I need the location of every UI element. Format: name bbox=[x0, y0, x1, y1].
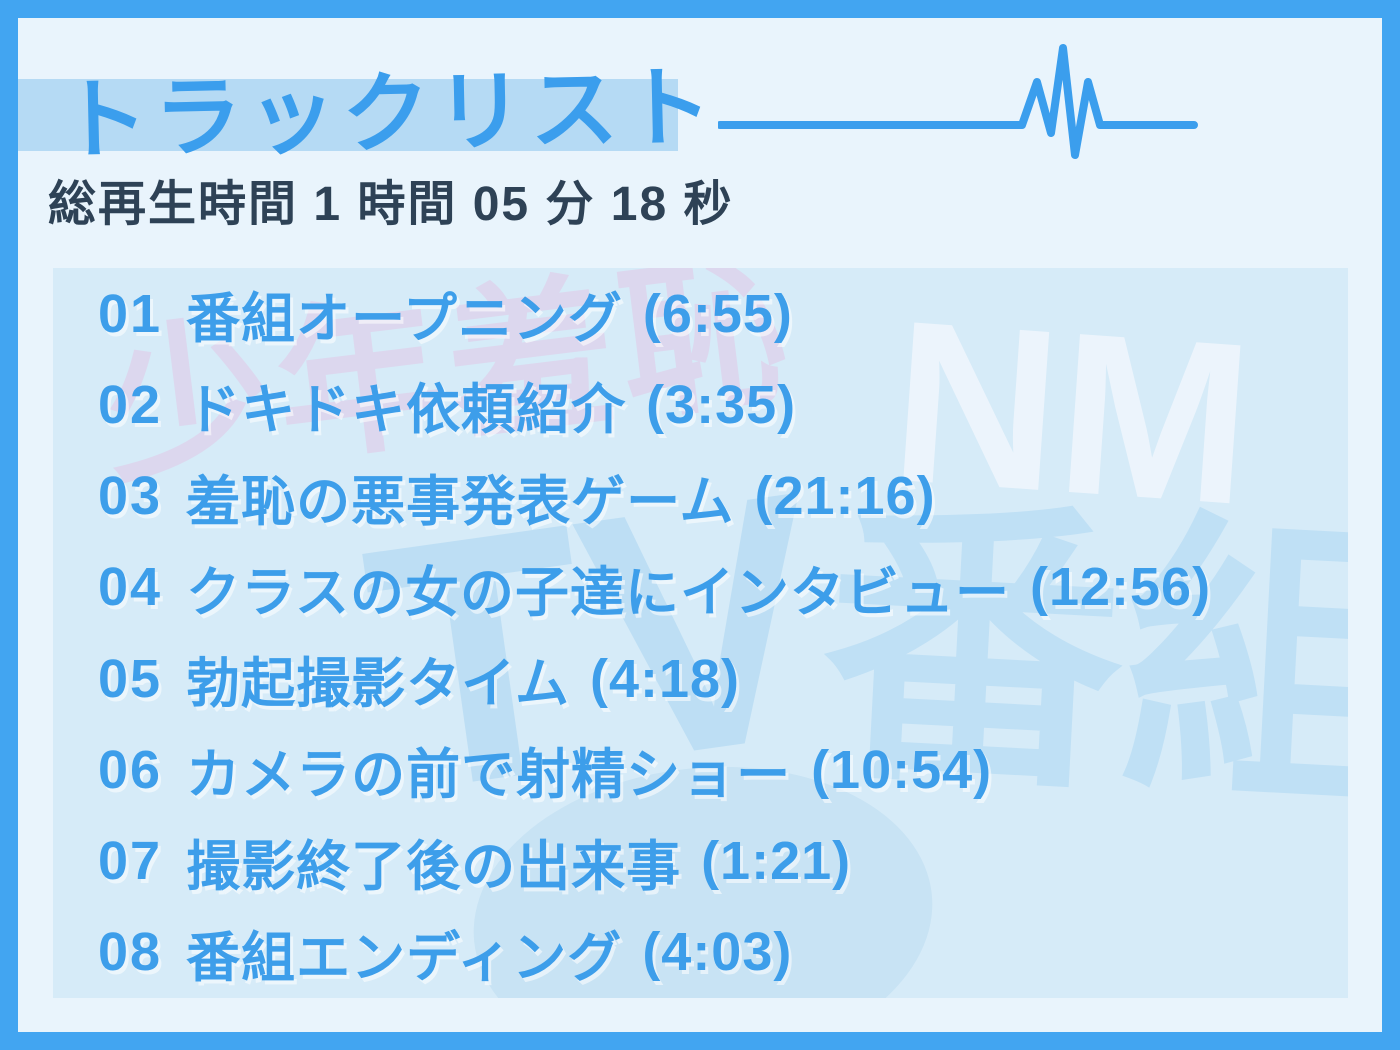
track-duration: (21:16) bbox=[754, 466, 936, 527]
heartbeat-line-icon bbox=[718, 44, 1198, 159]
track-row: 04 クラスの女の子達にインタビュー (12:56) bbox=[53, 542, 1348, 633]
page-background: トラックリスト 総再生時間 1 時間 05 分 18 秒 少年羞恥 NM TV … bbox=[18, 18, 1382, 1032]
track-row: 05 勃起撮影タイム (4:18) bbox=[53, 633, 1348, 724]
track-row: 06 カメラの前で射精ショー (10:54) bbox=[53, 724, 1348, 815]
page-title: トラックリスト bbox=[59, 57, 719, 170]
track-row: 01 番組オープニング (6:55) bbox=[53, 268, 1348, 359]
track-title: 番組エンディング bbox=[186, 927, 623, 988]
track-title: カメラの前で射精ショー bbox=[186, 745, 792, 806]
track-duration: (4:03) bbox=[642, 922, 793, 983]
tracklist-panel: 少年羞恥 NM TV 番組 01 番組オープニング (6:55) 02 ドキドキ… bbox=[53, 268, 1348, 998]
title-highlight-band bbox=[18, 79, 678, 151]
track-title: クラスの女の子達にインタビュー bbox=[186, 562, 1010, 623]
track-title: 勃起撮影タイム bbox=[186, 654, 570, 715]
track-duration: (6:55) bbox=[642, 283, 793, 344]
track-number: 06 bbox=[98, 739, 163, 800]
track-title: ドキドキ依頼紹介 bbox=[186, 380, 627, 441]
track-row: 03 羞恥の悪事発表ゲーム (21:16) bbox=[53, 451, 1348, 542]
track-number: 03 bbox=[98, 466, 163, 527]
track-duration: (10:54) bbox=[811, 739, 993, 800]
track-duration: (4:18) bbox=[590, 648, 741, 709]
track-duration: (3:35) bbox=[646, 374, 797, 435]
track-row: 08 番組エンディング (4:03) bbox=[53, 907, 1348, 998]
track-number: 05 bbox=[98, 648, 163, 709]
track-number: 07 bbox=[98, 831, 163, 892]
track-number: 08 bbox=[98, 922, 163, 983]
track-title: 撮影終了後の出来事 bbox=[186, 836, 682, 897]
track-title: 羞恥の悪事発表ゲーム bbox=[186, 471, 735, 532]
track-duration: (12:56) bbox=[1030, 557, 1212, 618]
track-title: 番組オープニング bbox=[186, 289, 623, 350]
total-playtime-label: 総再生時間 1 時間 05 分 18 秒 bbox=[48, 178, 734, 231]
track-number: 04 bbox=[98, 557, 163, 618]
track-duration: (1:21) bbox=[701, 831, 852, 892]
track-row: 07 撮影終了後の出来事 (1:21) bbox=[53, 816, 1348, 907]
track-number: 01 bbox=[98, 283, 163, 344]
track-row: 02 ドキドキ依頼紹介 (3:35) bbox=[53, 359, 1348, 450]
track-list: 01 番組オープニング (6:55) 02 ドキドキ依頼紹介 (3:35) 03… bbox=[53, 268, 1348, 998]
track-number: 02 bbox=[98, 374, 163, 435]
